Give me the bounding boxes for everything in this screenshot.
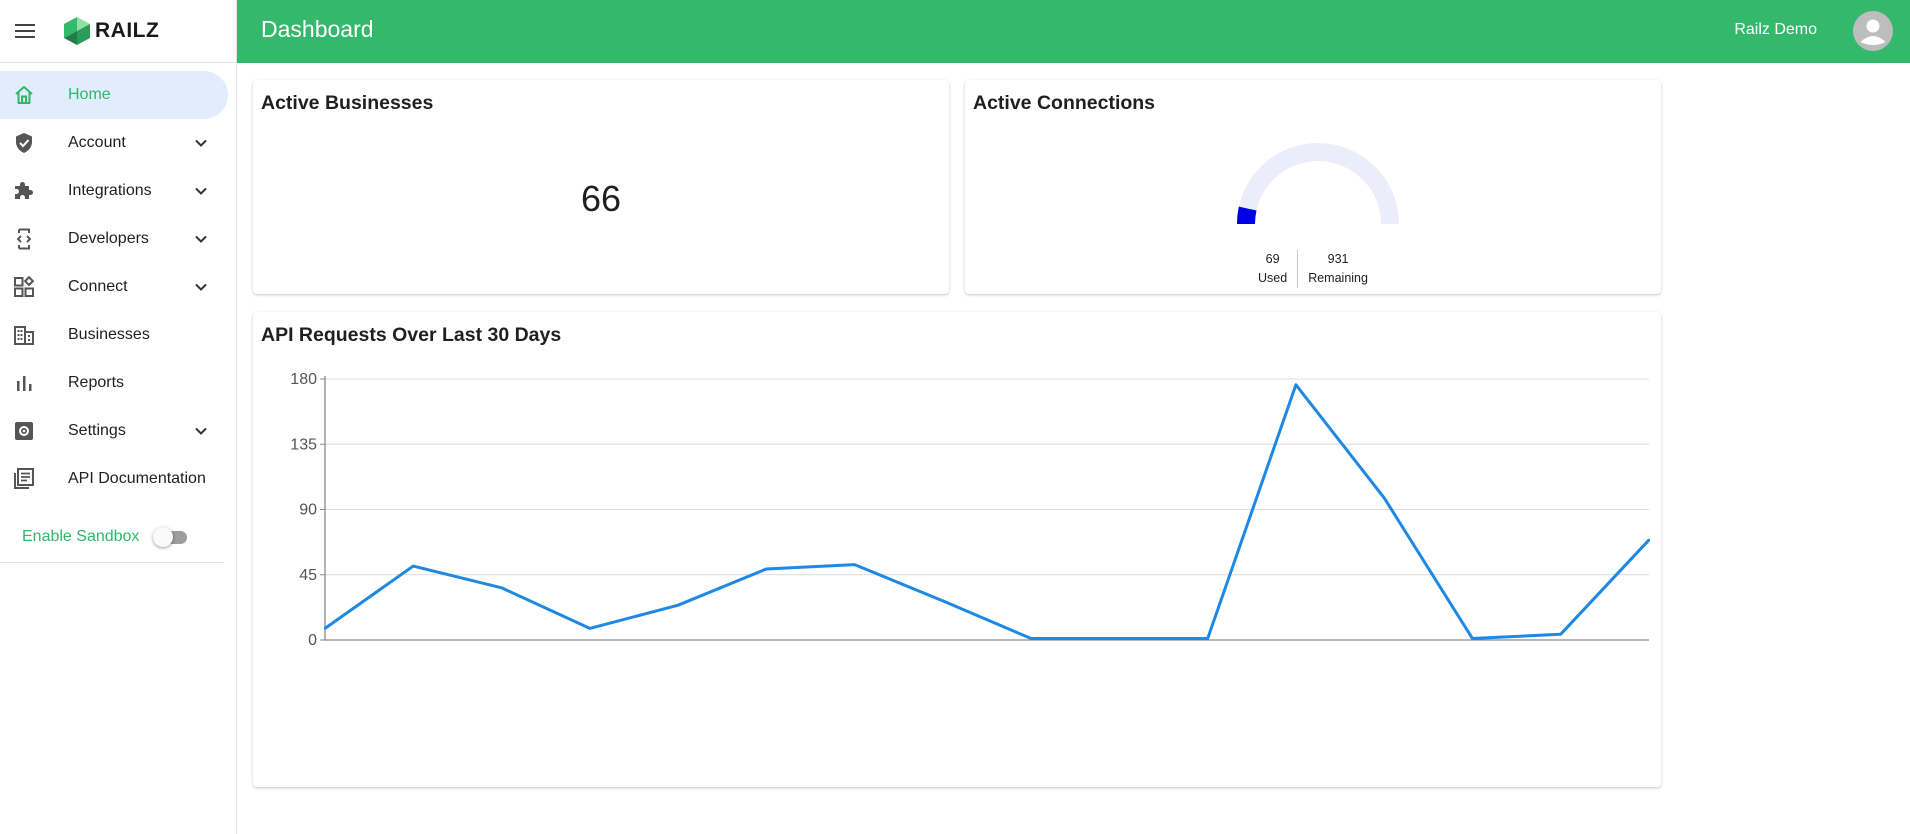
sandbox-toggle[interactable] [153, 526, 189, 547]
data-point [853, 563, 856, 566]
avatar[interactable] [1853, 11, 1893, 51]
y-tick-label: 180 [290, 371, 317, 388]
card-title: Active Businesses [261, 92, 434, 114]
data-point [1206, 637, 1209, 640]
api-requests-card: API Requests Over Last 30 Days 0 45 90 135 1… [253, 312, 1661, 787]
settings-icon [12, 419, 36, 443]
data-point [588, 627, 591, 630]
user-name[interactable]: Railz Demo [1734, 21, 1817, 38]
sidebar-item-developers[interactable]: Developers [0, 215, 236, 263]
sidebar-item-settings[interactable]: Settings [0, 407, 236, 455]
chevron-down-icon[interactable] [189, 275, 213, 299]
api-requests-chart: 0 45 90 135 180 [290, 371, 1651, 649]
data-point [323, 627, 327, 630]
developer-mode-icon [12, 227, 36, 251]
data-point [765, 567, 768, 571]
y-tick-label: 45 [299, 567, 317, 584]
y-tick-label: 90 [299, 502, 317, 519]
menu-icon[interactable] [13, 19, 37, 43]
sidebar-item-account[interactable]: Account [0, 119, 236, 167]
gauge-stats: 69 Used 931 Remaining [965, 250, 1661, 288]
active-businesses-card: Active Businesses 66 [253, 80, 949, 294]
sidebar-item-businesses[interactable]: Businesses [0, 311, 236, 359]
sandbox-row: Enable Sandbox [0, 511, 224, 563]
home-icon [12, 83, 36, 107]
sidebar-item-label: API Documentation [68, 470, 206, 487]
sidebar-item-api-documentation[interactable]: API Documentation [0, 455, 236, 503]
sidebar-item-connect[interactable]: Connect [0, 263, 236, 311]
data-point [1647, 538, 1651, 542]
data-point [500, 586, 503, 589]
library-books-icon [12, 467, 36, 491]
data-point [676, 604, 680, 607]
railz-logo-icon [64, 17, 90, 45]
sidebar-nav: Home Account Integrations Developers Connect… [0, 71, 236, 503]
data-point [1294, 383, 1298, 386]
shield-check-icon [12, 131, 36, 155]
series-line [324, 383, 1651, 641]
data-point [1559, 633, 1562, 636]
sidebar-item-label: Settings [68, 422, 126, 439]
remaining-value: 931 [1327, 252, 1349, 266]
used-value: 69 [1265, 252, 1280, 266]
remaining-label: Remaining [1308, 271, 1368, 285]
sidebar: RAILZ Home Account Integrations Developers C… [0, 0, 237, 834]
gauge-remaining-arc [1237, 143, 1399, 225]
sidebar-item-label: Connect [68, 278, 128, 295]
data-point [1029, 637, 1033, 640]
page-title: Dashboard [261, 16, 374, 42]
data-point [412, 564, 415, 568]
sidebar-item-reports[interactable]: Reports [0, 359, 236, 407]
data-point [1471, 637, 1474, 640]
account-icon [1860, 19, 1886, 45]
sidebar-item-integrations[interactable]: Integrations [0, 167, 236, 215]
widgets-icon [12, 275, 36, 299]
puzzle-icon [12, 179, 36, 203]
gauge-used-arc [1237, 206, 1257, 225]
used-label: Used [1258, 271, 1288, 285]
sidebar-item-home[interactable]: Home [0, 71, 228, 119]
chevron-down-icon[interactable] [189, 419, 213, 443]
stat-used: 69 Used [1248, 250, 1299, 288]
sidebar-item-label: Businesses [68, 326, 150, 343]
data-point [1383, 496, 1386, 500]
chevron-down-icon[interactable] [189, 131, 213, 155]
chevron-down-icon[interactable] [189, 179, 213, 203]
sidebar-header: RAILZ [0, 0, 236, 63]
active-connections-card: Active Connections 69 Used 931 Remaining [965, 80, 1661, 294]
toggle-thumb [153, 526, 174, 547]
stat-remaining: 931 Remaining [1298, 250, 1378, 288]
card-title: API Requests Over Last 30 Days [261, 324, 562, 346]
sandbox-label: Enable Sandbox [22, 527, 140, 545]
card-title: Active Connections [973, 92, 1156, 114]
top-app-bar: Dashboard Railz Demo [237, 0, 1910, 63]
data-point [1118, 637, 1121, 640]
sidebar-item-label: Account [68, 134, 126, 151]
app-name: RAILZ [95, 19, 160, 42]
app-logo[interactable]: RAILZ [63, 16, 159, 46]
active-businesses-count: 66 [580, 178, 622, 219]
bar-chart-icon [12, 371, 36, 395]
sidebar-item-label: Developers [68, 230, 149, 247]
y-tick-label: 0 [308, 632, 317, 649]
sidebar-item-label: Home [68, 86, 111, 103]
data-point [941, 599, 945, 603]
business-icon [12, 323, 36, 347]
chevron-down-icon[interactable] [189, 227, 213, 251]
sidebar-item-label: Reports [68, 374, 125, 391]
sidebar-item-label: Integrations [68, 182, 152, 199]
y-tick-label: 135 [290, 436, 317, 453]
